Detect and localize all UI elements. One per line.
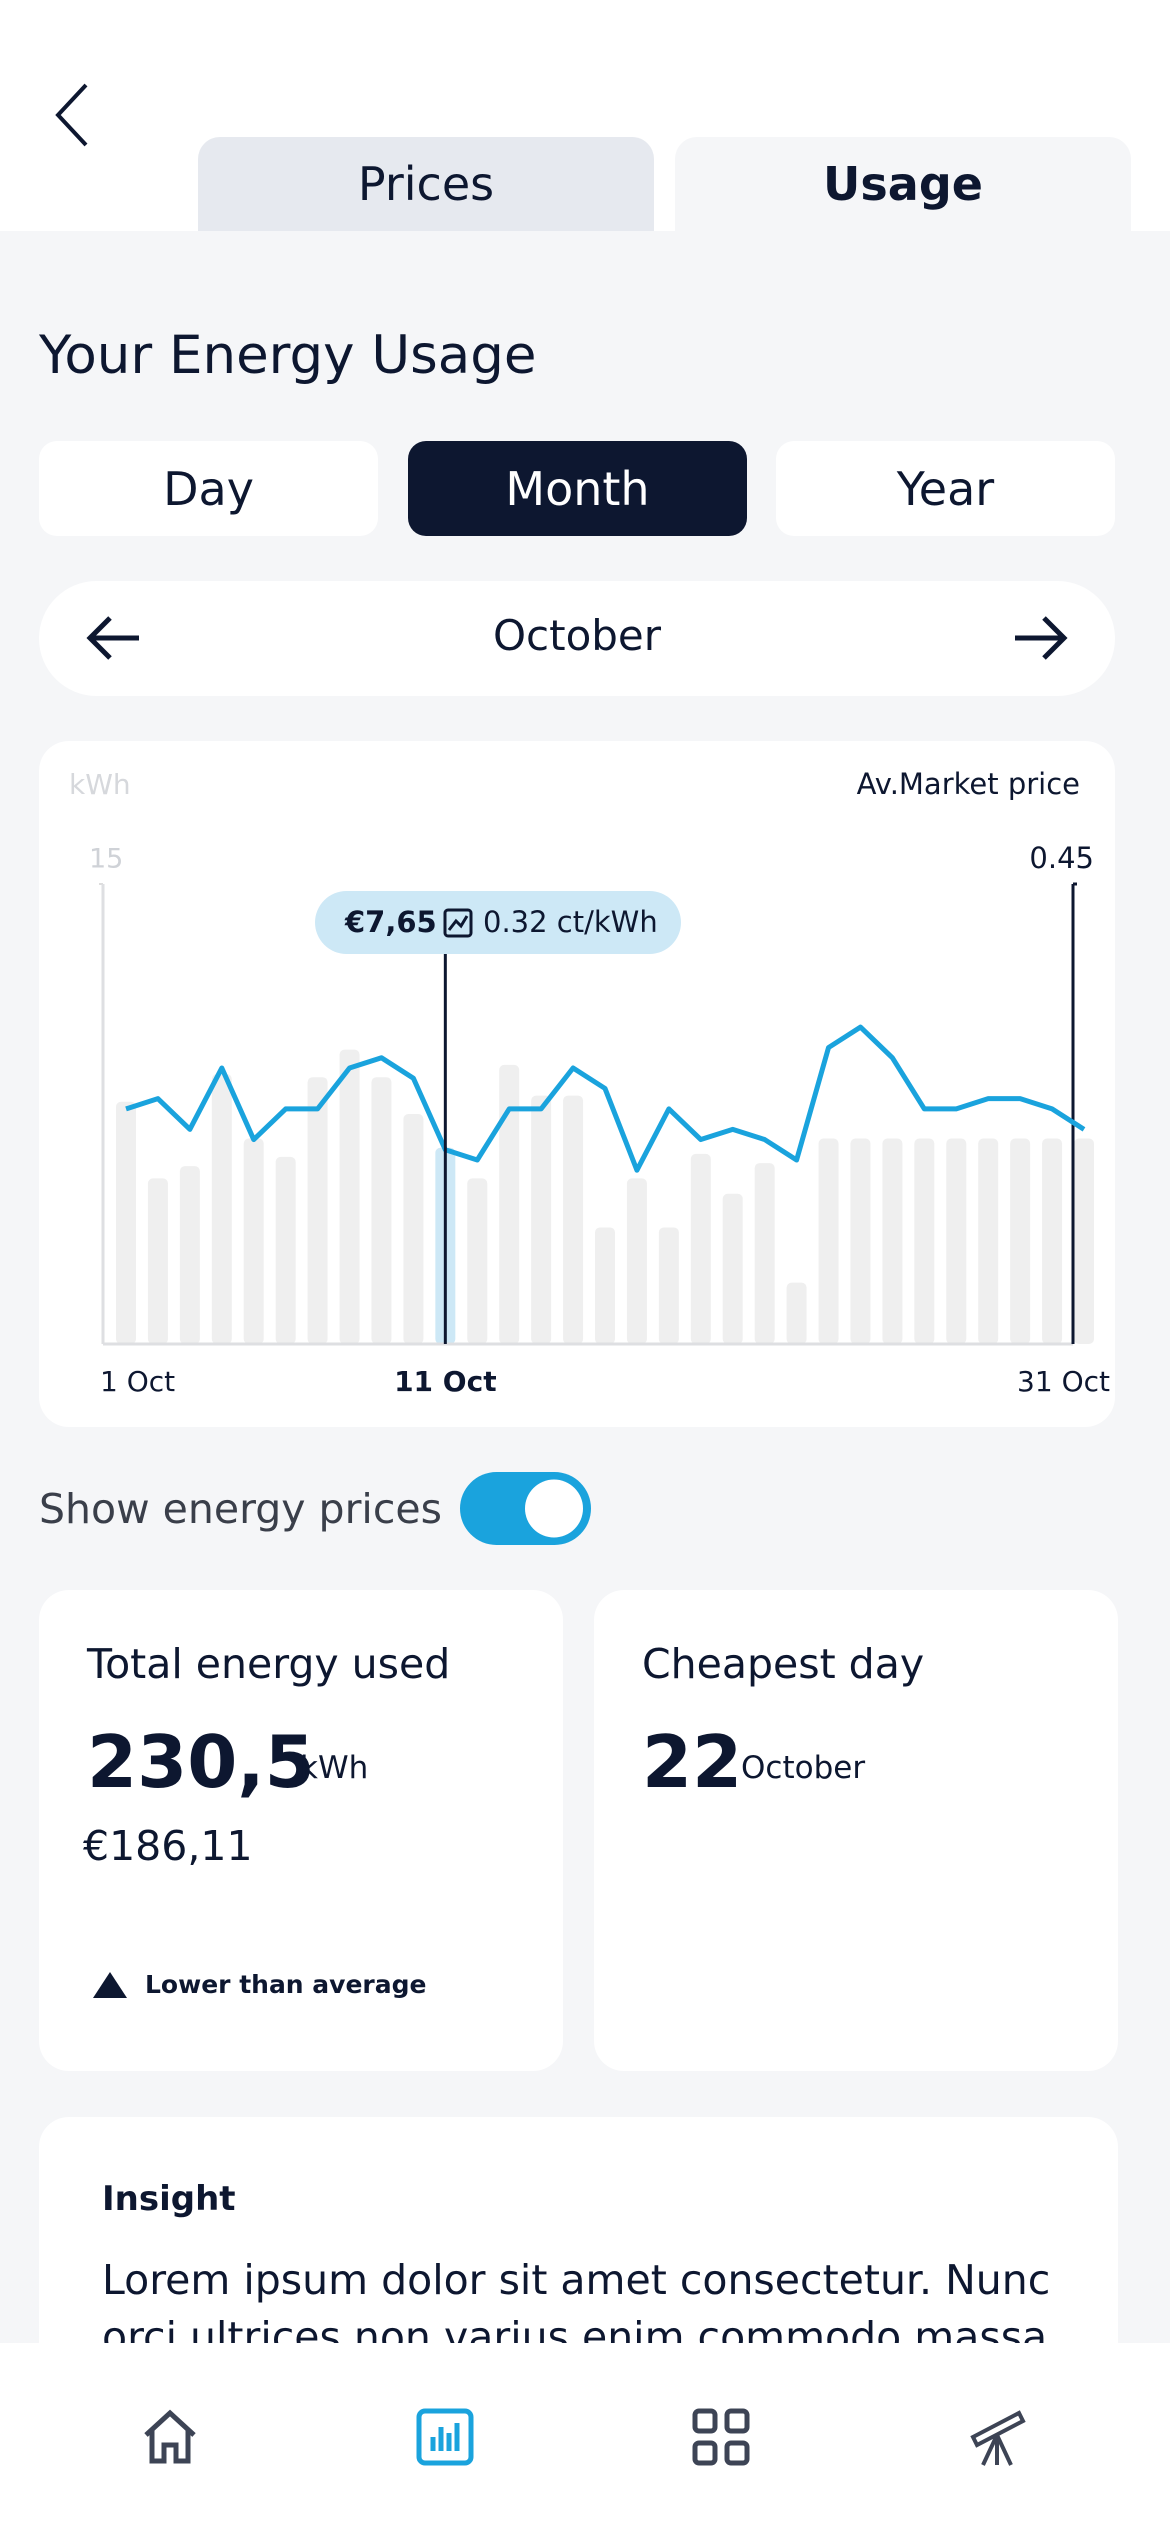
bar [1010,1138,1031,1344]
prev-button[interactable] [84,613,144,663]
x-tick-label: 1 Oct [100,1365,175,1398]
bar [339,1049,360,1344]
bar [626,1178,647,1344]
card-value: 230,5 [87,1720,315,1804]
bar [563,1095,584,1344]
chart: kWh Av.Market price 15 0.45 €7,65 0.32 ct/kWh… [69,767,1110,1398]
bar [531,1095,552,1344]
insight-title: Insight [102,2179,236,2219]
usage-icon[interactable] [415,2407,475,2467]
tooltip-icon-line [447,915,469,931]
chart-card: kWh Av.Market price 15 0.45 €7,65 0.32 ct/kWh… [39,741,1115,1427]
bar [275,1156,296,1344]
telescope-icon[interactable] [967,2407,1027,2467]
bar [882,1138,903,1344]
bar [786,1282,807,1344]
bottom-nav [0,2343,1170,2532]
toggle-label: Show energy prices [39,1485,442,1533]
bar [211,1074,232,1344]
card-note: Lower than average [145,1970,427,1999]
card-unit: kWh [300,1750,369,1786]
bar [722,1193,743,1344]
tooltip-price: 0.32 ct/kWh [483,905,658,939]
bar [147,1178,168,1344]
bar [850,1138,871,1344]
bar [1074,1138,1094,1344]
insight-text: Lorem ipsum dolor sit amet consectetur. … [102,2256,1051,2361]
triangle-icon [93,1972,127,1998]
toggle-knob [525,1479,583,1538]
bar [467,1178,488,1344]
y2-axis-label: Av.Market price [857,767,1080,801]
tab[interactable]: Usage [675,137,1131,231]
tooltip-icon [443,908,473,938]
tooltip [315,891,681,954]
page-title: Your Energy Usage [39,325,537,386]
period-button[interactable]: Month [408,441,747,536]
month-label: October [492,611,662,660]
bar [818,1138,839,1344]
x-tick-label: 31 Oct [1017,1365,1110,1398]
bar [946,1138,967,1344]
bar [116,1101,136,1344]
bar [690,1153,711,1344]
bar [307,1077,328,1344]
back-button[interactable] [50,80,100,150]
bar [403,1114,424,1344]
bar [754,1163,775,1344]
tooltip-cost: €7,65 [344,905,437,939]
toggle[interactable] [460,1472,591,1545]
bar [243,1138,264,1344]
card-value: 22 [642,1720,743,1804]
y2-tick-label: 0.45 [1029,841,1094,875]
bar [499,1064,520,1344]
y-tick-label: 15 [89,844,123,875]
month-nav: October [39,581,1115,696]
card-unit: October [741,1750,866,1786]
card-cost: €186,11 [83,1822,253,1870]
x-tick-label: 11 Oct [394,1365,497,1398]
stat-card: Cheapest day 22 October [594,1590,1118,2071]
y-axis-label: kWh [69,768,131,801]
next-button[interactable] [1011,613,1071,663]
bar [179,1166,200,1344]
bar [1042,1138,1063,1344]
card-title: Total energy used [87,1640,451,1688]
price-line [125,1024,1086,1173]
bar [658,1227,679,1344]
home-icon[interactable] [140,2407,200,2467]
period-button[interactable]: Day [39,441,378,536]
bar [595,1227,615,1344]
bar [371,1077,392,1344]
tab[interactable]: Prices [198,137,654,231]
card-title: Cheapest day [642,1640,925,1688]
period-button[interactable]: Year [776,441,1115,536]
apps-icon[interactable] [691,2407,751,2467]
bar [978,1138,999,1344]
stat-card: Total energy used 230,5 kWh €186,11 Lowe… [39,1590,563,2071]
bar [914,1138,935,1344]
